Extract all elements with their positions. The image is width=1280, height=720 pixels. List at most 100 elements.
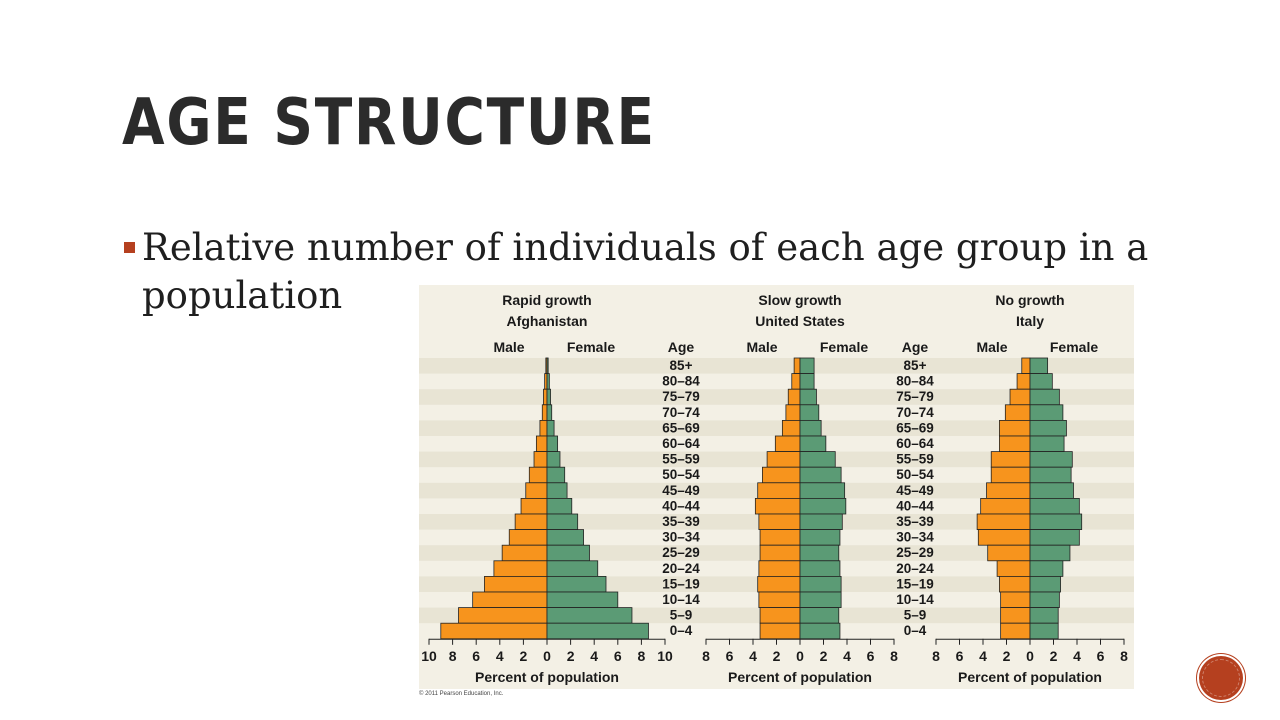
male-bar <box>754 497 801 515</box>
male-bar <box>999 575 1031 593</box>
female-bar <box>1029 544 1071 562</box>
male-bar <box>787 388 801 406</box>
male-bar <box>757 575 801 593</box>
x-tick-label: 2 <box>1050 648 1058 664</box>
x-tick-label: 4 <box>1073 648 1081 664</box>
bullet-marker <box>124 242 135 253</box>
female-bar <box>1029 529 1080 546</box>
female-bar <box>1029 404 1064 421</box>
male-header: Male <box>746 339 777 355</box>
female-bar <box>799 513 843 531</box>
female-bar <box>546 466 566 484</box>
male-bar <box>758 591 801 609</box>
x-tick-label: 2 <box>773 648 781 664</box>
x-tick-label: 8 <box>449 648 457 664</box>
male-bar <box>987 544 1031 562</box>
female-bar <box>1029 419 1067 437</box>
age-pyramid-figure: Rapid growth Afghanistan Male Female 10 8 6 4 2 0… <box>419 285 1134 689</box>
female-bar <box>1029 373 1053 390</box>
female-bar <box>1029 622 1059 640</box>
x-tick-label: 8 <box>932 648 940 664</box>
age-label: 65–69 <box>896 420 934 435</box>
x-axis-label: Percent of population <box>475 669 619 685</box>
female-bar <box>799 388 817 406</box>
male-bar <box>1000 622 1031 640</box>
age-label: 10–14 <box>896 592 934 607</box>
male-bar <box>759 529 801 546</box>
age-label: 75–79 <box>662 389 700 404</box>
age-header: Age <box>902 339 929 355</box>
male-bar <box>514 513 548 531</box>
age-label: 65–69 <box>662 420 700 435</box>
female-bar <box>1029 466 1072 484</box>
age-label: 10–14 <box>662 592 700 607</box>
female-bar <box>546 575 607 593</box>
x-tick-label: 6 <box>726 648 734 664</box>
x-tick-label: 6 <box>472 648 480 664</box>
male-bar <box>520 497 548 515</box>
male-bar <box>785 404 801 421</box>
male-bar <box>508 529 548 546</box>
female-bar <box>546 373 550 390</box>
male-bar <box>533 451 548 468</box>
age-label: 5–9 <box>670 608 693 623</box>
female-bar <box>546 419 555 437</box>
male-bar <box>1000 591 1031 609</box>
age-label: 30–34 <box>896 530 934 545</box>
age-label: 15–19 <box>662 576 700 591</box>
female-bar <box>799 560 841 577</box>
age-label: 25–29 <box>662 545 700 560</box>
x-tick-label: 6 <box>1097 648 1105 664</box>
female-bar <box>546 357 549 375</box>
female-bar <box>799 419 822 437</box>
age-label: 80–84 <box>662 374 700 389</box>
male-bar <box>977 529 1031 546</box>
male-bar <box>980 497 1031 515</box>
x-tick-label: 6 <box>867 648 875 664</box>
male-bar <box>1004 404 1031 421</box>
male-bar <box>543 388 548 406</box>
age-label: 40–44 <box>896 498 934 513</box>
slide-nav-button[interactable] <box>1197 654 1245 702</box>
age-label: 70–74 <box>662 405 700 420</box>
female-bar <box>799 497 847 515</box>
chart-title: Slow growth <box>758 292 841 308</box>
age-label: 55–59 <box>662 452 700 467</box>
female-bar <box>799 404 820 421</box>
male-bar <box>440 622 548 640</box>
male-bar <box>976 513 1031 531</box>
chart-subtitle: United States <box>755 313 845 329</box>
female-bar <box>546 482 568 499</box>
female-bar <box>799 466 842 484</box>
female-header: Female <box>1050 339 1098 355</box>
x-tick-label: 4 <box>590 648 598 664</box>
row-band <box>419 420 1134 436</box>
female-bar <box>1029 482 1074 499</box>
male-bar <box>535 435 548 453</box>
female-bar <box>799 575 842 593</box>
female-bar <box>799 435 827 453</box>
male-header: Male <box>976 339 1007 355</box>
female-bar <box>546 388 551 406</box>
male-bar <box>472 591 548 609</box>
male-bar <box>525 482 548 499</box>
x-tick-label: 6 <box>956 648 964 664</box>
x-tick-label: 0 <box>543 648 551 664</box>
age-label: 85+ <box>670 358 693 373</box>
female-bar <box>546 607 633 624</box>
x-tick-label: 2 <box>820 648 828 664</box>
female-bar <box>799 373 815 390</box>
male-bar <box>541 404 548 421</box>
male-bar <box>781 419 801 437</box>
female-bar <box>1029 575 1061 593</box>
x-tick-label: 4 <box>979 648 987 664</box>
female-bar <box>546 544 590 562</box>
male-bar <box>1016 373 1031 390</box>
chart-title: Rapid growth <box>502 292 591 308</box>
copyright-credit: © 2011 Pearson Education, Inc. <box>419 691 504 697</box>
x-tick-label: 0 <box>796 648 804 664</box>
age-label: 25–29 <box>896 545 934 560</box>
female-bar <box>546 529 584 546</box>
age-label: 30–34 <box>662 530 700 545</box>
